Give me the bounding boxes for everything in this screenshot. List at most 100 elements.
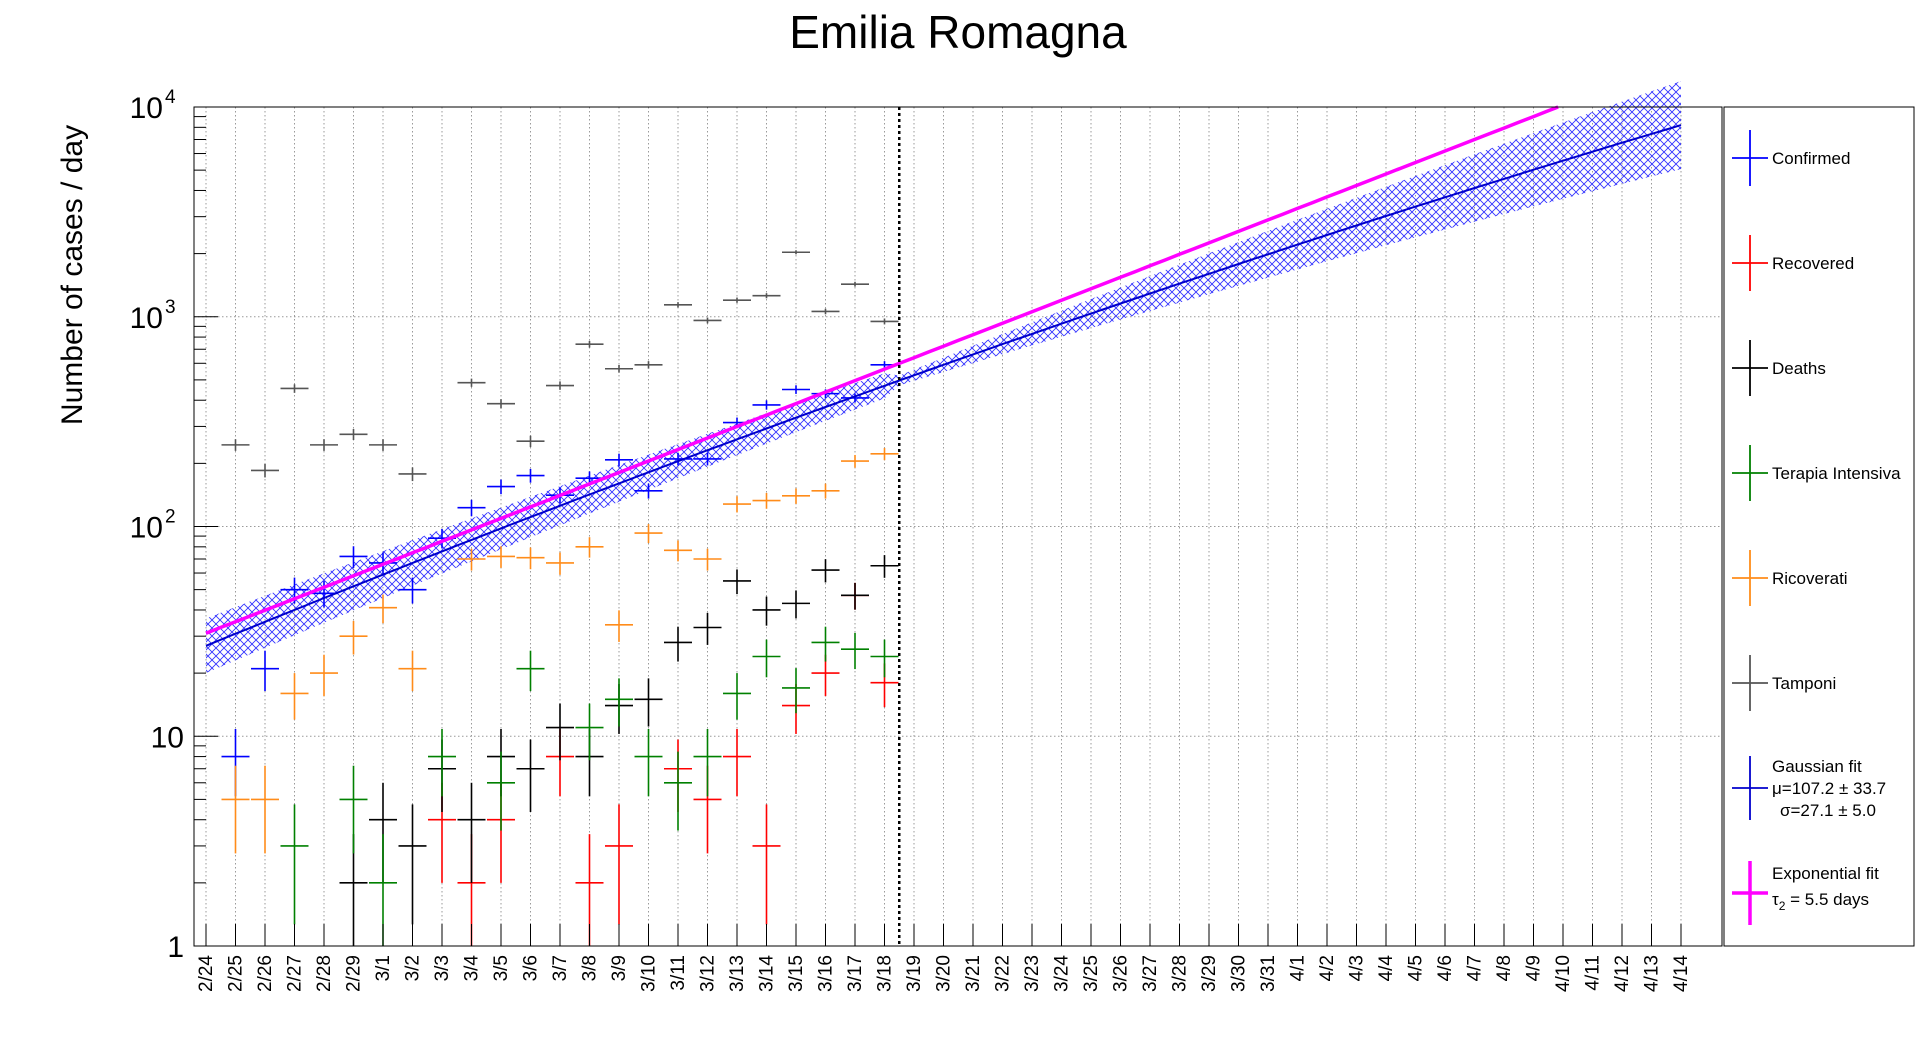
x-tick-label: 4/4	[1376, 955, 1397, 982]
x-tick-label: 3/24	[1052, 955, 1073, 992]
data-point	[870, 555, 899, 578]
data-point	[723, 569, 751, 595]
data-point	[605, 804, 633, 925]
fit-lines	[205, 105, 1682, 946]
x-tick-label: 3/15	[786, 955, 807, 992]
x-tick-label: 3/14	[757, 955, 778, 992]
legend-label: Ricoverati	[1772, 569, 1848, 588]
gaussian-fit-uncertainty-band	[206, 81, 1681, 673]
legend-entry: Tamponi	[1732, 655, 1836, 711]
data-point	[634, 361, 663, 369]
x-tick-label: 4/9	[1524, 955, 1545, 981]
data-point	[811, 483, 840, 499]
x-tick-label: 4/1	[1288, 955, 1309, 981]
data-point	[575, 703, 604, 761]
data-point	[369, 439, 397, 451]
data-point	[516, 739, 545, 812]
data-point	[487, 479, 515, 495]
data-point	[664, 751, 692, 831]
y-tick-label-exponent: 4	[165, 87, 176, 108]
data-point	[870, 639, 899, 678]
series-recovered	[428, 582, 899, 946]
x-tick-label: 3/19	[904, 955, 925, 992]
x-tick-label: 4/11	[1583, 955, 1604, 991]
data-point	[782, 250, 810, 255]
data-point	[398, 650, 427, 692]
data-point	[221, 765, 250, 854]
data-point	[251, 650, 279, 692]
legend-entry: Exponential fit τ2 = 5.5 days	[1732, 861, 1879, 925]
legend-entry: Deaths	[1732, 340, 1826, 396]
legend-label: Deaths	[1772, 359, 1826, 378]
data-point	[487, 399, 515, 409]
series-terapia-intensiva	[280, 626, 899, 946]
data-point	[575, 340, 604, 348]
data-point	[634, 483, 663, 499]
x-tick-label: 3/11	[668, 955, 689, 991]
x-tick-label: 3/20	[934, 955, 955, 992]
x-tick-label: 3/9	[609, 955, 630, 981]
data-point	[457, 499, 486, 517]
x-tick-label: 3/7	[550, 955, 571, 981]
data-marks	[221, 250, 899, 946]
data-point	[546, 552, 574, 575]
x-tick-label: 4/5	[1406, 955, 1427, 981]
data-point	[693, 317, 722, 324]
data-point	[752, 639, 781, 678]
x-tick-label: 3/21	[963, 955, 984, 992]
data-point	[841, 281, 869, 287]
x-tick-label: 4/8	[1494, 955, 1515, 981]
data-point	[516, 435, 545, 448]
x-tick-label: 3/16	[816, 955, 837, 992]
x-tick-label: 4/14	[1671, 955, 1692, 992]
data-point	[280, 384, 309, 393]
legend-label: Terapia Intensiva	[1772, 464, 1901, 483]
x-tick-label: 3/25	[1081, 955, 1102, 992]
data-point	[457, 378, 486, 387]
data-point	[723, 496, 751, 513]
chart-title: Emilia Romagna	[789, 6, 1127, 58]
x-tick-label: 3/22	[993, 955, 1014, 992]
data-point	[782, 488, 810, 504]
x-tick-label: 3/29	[1199, 955, 1220, 992]
x-tick-label: 3/26	[1111, 955, 1132, 992]
data-point	[782, 590, 810, 619]
legend-box	[1723, 106, 1915, 947]
data-point	[693, 612, 722, 645]
y-tick-label: 10	[151, 721, 184, 754]
x-tick-label: 3/12	[698, 955, 719, 992]
y-tick-label: 10	[130, 92, 163, 125]
data-point	[664, 302, 692, 308]
data-point	[634, 524, 663, 544]
data-point	[723, 297, 751, 303]
x-tick-label: 3/23	[1022, 955, 1043, 992]
data-point	[811, 308, 840, 315]
x-tick-label: 4/10	[1553, 955, 1574, 992]
x-tick-label: 3/8	[580, 955, 601, 981]
data-point	[575, 537, 604, 558]
data-point	[516, 547, 545, 570]
data-point	[605, 678, 633, 727]
data-point	[487, 751, 515, 831]
data-point	[664, 540, 692, 562]
legend-entry: Recovered	[1732, 235, 1854, 291]
x-tick-label: 3/4	[462, 955, 483, 982]
x-tick-label: 3/2	[403, 955, 424, 981]
x-tick-label: 2/27	[285, 955, 306, 992]
data-point	[841, 582, 869, 610]
data-point	[398, 577, 427, 604]
x-tick-label: 3/18	[875, 955, 896, 992]
data-point	[811, 559, 840, 583]
legend-entry: Confirmed	[1732, 130, 1850, 186]
legend-entry: Gaussian fit μ=107.2 ± 33.7 σ=27.1 ± 5.0	[1732, 756, 1886, 820]
legend-fit-param: τ2 = 5.5 days	[1772, 890, 1869, 913]
x-tick-label: 4/3	[1347, 955, 1368, 981]
data-point	[841, 454, 869, 468]
data-point	[752, 293, 781, 299]
legend: Confirmed Recovered Deaths Terapia Intensiv…	[1723, 106, 1915, 947]
x-tick-label: 3/6	[521, 955, 542, 981]
x-tick-label: 4/7	[1465, 955, 1486, 981]
data-point	[752, 492, 781, 509]
